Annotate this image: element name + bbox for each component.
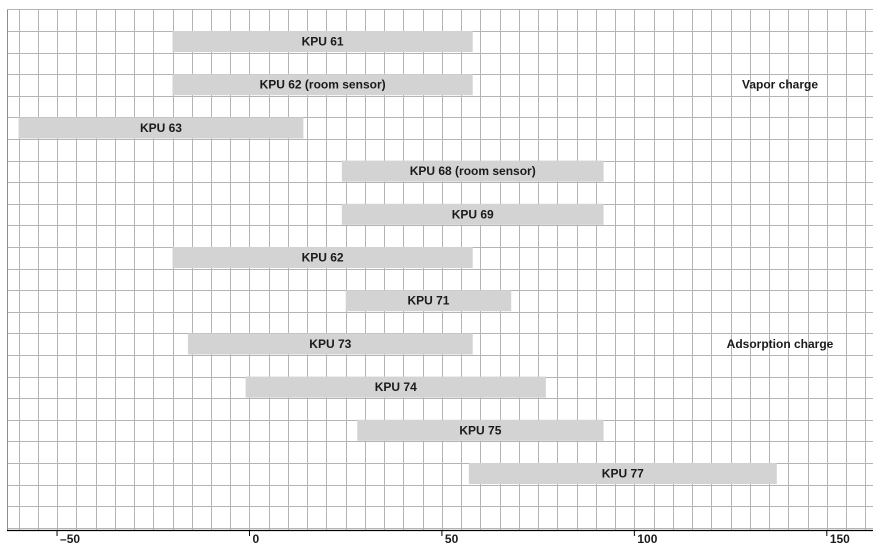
- bar: [18, 117, 304, 139]
- bar: [345, 290, 512, 312]
- bar: [187, 333, 473, 355]
- group-labels: Vapor charge Adsorption charge: [727, 78, 834, 351]
- group-label: Vapor charge: [742, 78, 818, 92]
- x-tick-label: 50: [445, 532, 459, 544]
- x-axis-ticks: –50 0 50 100 150: [56, 530, 850, 546]
- x-tick-label: 150: [830, 532, 850, 544]
- bar: [172, 31, 473, 52]
- bar-label: KPU 63: [140, 121, 182, 135]
- bar-label: KPU 62: [302, 251, 344, 265]
- x-tick-label: 0: [252, 532, 259, 544]
- bar: [172, 74, 473, 96]
- bar: [245, 376, 546, 398]
- bars: KPU 61 KPU 62 (room sensor) KPU 63 KPU 68 (…: [18, 31, 777, 484]
- bar: [341, 203, 604, 225]
- bar-label: KPU 74: [375, 380, 417, 394]
- x-tick-label: –50: [60, 532, 80, 544]
- bar-label: KPU 61: [302, 35, 344, 49]
- group-label: Adsorption charge: [727, 337, 834, 351]
- bar: [468, 463, 777, 484]
- bar-label: KPU 71: [407, 294, 449, 308]
- bar: [357, 419, 604, 441]
- bar-label: KPU 77: [602, 467, 644, 481]
- bar-label: KPU 68 (room sensor): [410, 164, 536, 178]
- bar-label: KPU 73: [309, 337, 351, 351]
- grid: [7, 9, 873, 532]
- x-tick-label: 100: [637, 532, 657, 544]
- bar-label: KPU 62 (room sensor): [260, 78, 386, 92]
- bar: [172, 247, 473, 268]
- bar-label: KPU 75: [459, 423, 501, 437]
- bar: [341, 160, 604, 182]
- bar-label: KPU 69: [452, 207, 494, 221]
